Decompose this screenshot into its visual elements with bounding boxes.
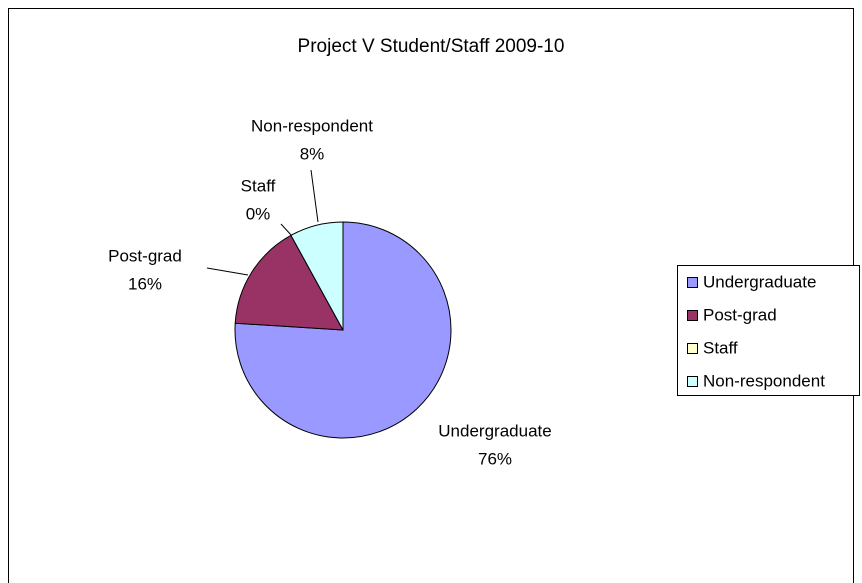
legend-label: Undergraduate <box>703 272 816 291</box>
data-label-name: Staff <box>241 176 276 195</box>
leader-line <box>206 267 249 276</box>
chart-title: Project V Student/Staff 2009-10 <box>298 36 565 57</box>
legend-label: Non-respondent <box>703 371 825 390</box>
pie-slice <box>234 234 344 331</box>
data-label-name: Post-grad <box>108 246 182 265</box>
data-label-name: Non-respondent <box>251 116 373 135</box>
data-label-value: 16% <box>128 274 162 293</box>
leader-line <box>310 169 319 223</box>
data-label-value: 0% <box>246 204 271 223</box>
pie-slice <box>234 221 452 439</box>
data-label-name: Undergraduate <box>438 421 551 440</box>
legend-label: Post-grad <box>703 305 777 324</box>
data-label-value: 76% <box>478 449 512 468</box>
legend-swatch <box>687 310 698 321</box>
pie-slice <box>290 221 344 331</box>
leader-line <box>280 223 293 237</box>
legend-swatch <box>687 343 698 354</box>
legend-swatch <box>687 277 698 288</box>
legend <box>677 265 860 396</box>
legend-swatch <box>687 376 698 387</box>
data-label-value: 8% <box>300 144 325 163</box>
legend-label: Staff <box>703 338 738 357</box>
